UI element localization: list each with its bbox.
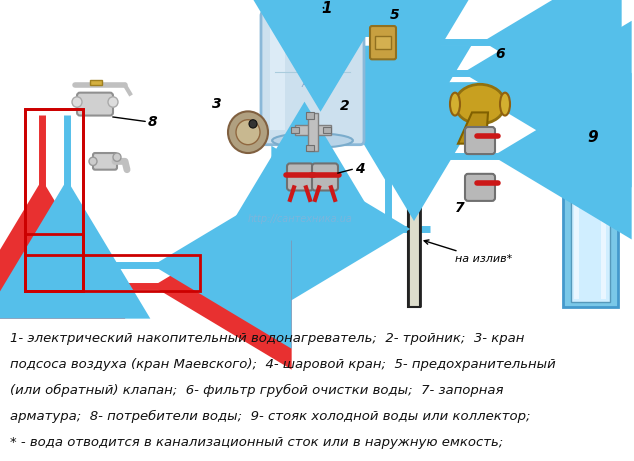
Bar [574,26,579,299]
Text: 5: 5 [390,7,400,22]
Circle shape [249,120,257,128]
Bar [601,26,606,299]
Text: подсоса воздуха (кран Маевского);  4- шаровой кран;  5- предохранительный: подсоса воздуха (кран Маевского); 4- шар… [10,358,556,371]
Circle shape [72,97,82,107]
FancyBboxPatch shape [465,174,495,201]
Polygon shape [458,112,488,144]
Bar [25,234,83,291]
Bar [408,41,420,307]
Text: 7: 7 [455,201,465,215]
Ellipse shape [455,84,505,124]
FancyBboxPatch shape [370,26,396,59]
Bar [306,145,314,151]
Circle shape [108,97,118,107]
FancyBboxPatch shape [261,12,364,145]
Bar [270,26,285,130]
Text: на излив*: на излив* [424,240,512,264]
FancyBboxPatch shape [465,127,495,154]
Bar [90,80,102,85]
Circle shape [89,157,97,165]
Text: * - вода отводится в канализационный сток или в наружную емкость;: * - вода отводится в канализационный сто… [10,436,503,449]
FancyBboxPatch shape [312,164,338,190]
Text: 3: 3 [212,97,222,111]
Text: http://сантехника.ua: http://сантехника.ua [247,213,353,224]
Text: (или обратный) клапан;  6- фильтр грубой очистки воды;  7- запорная: (или обратный) клапан; 6- фильтр грубой … [10,384,503,397]
FancyBboxPatch shape [93,153,117,170]
Bar [563,18,618,307]
FancyBboxPatch shape [77,93,113,116]
Text: 2: 2 [340,99,350,113]
Text: 8: 8 [147,115,157,129]
Ellipse shape [500,93,510,116]
Text: 6: 6 [495,47,505,61]
Text: арматура;  8- потребители воды;  9- стояк холодной воды или коллектор;: арматура; 8- потребители воды; 9- стояк … [10,410,531,423]
Circle shape [236,120,260,145]
Text: 1: 1 [321,1,332,16]
Circle shape [304,0,321,8]
Ellipse shape [450,93,460,116]
Bar [308,113,318,151]
Bar [323,127,331,133]
Bar [295,125,331,136]
Ellipse shape [269,0,355,22]
Text: 1- электрический накопительный водонагреватель;  2- тройник;  3- кран: 1- электрический накопительный водонагре… [10,331,524,345]
FancyBboxPatch shape [287,164,313,190]
Bar [291,127,299,133]
Text: 9: 9 [588,130,598,145]
Bar [375,36,391,49]
Bar [571,23,610,302]
Text: 4: 4 [355,162,365,176]
Circle shape [113,153,121,161]
Bar [563,9,618,18]
Bar [25,109,83,291]
Text: Ariel: Ariel [301,79,323,89]
Bar [25,109,83,291]
Ellipse shape [272,133,353,148]
Bar [25,255,200,291]
Circle shape [228,112,268,153]
Bar [306,112,314,118]
